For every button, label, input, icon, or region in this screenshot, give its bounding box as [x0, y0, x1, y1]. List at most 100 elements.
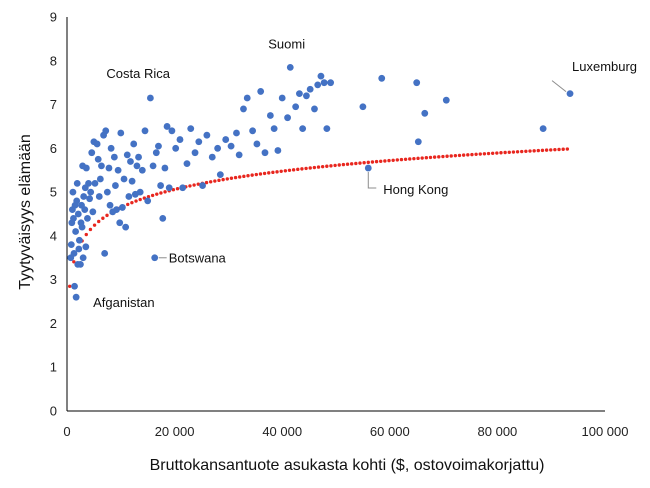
annotation-label: Costa Rica — [106, 66, 170, 81]
trendline-dot — [267, 171, 271, 175]
data-point — [86, 195, 93, 203]
data-point — [71, 282, 78, 290]
trendline-dot — [362, 161, 366, 165]
data-point — [136, 188, 144, 196]
trendline-dot — [536, 148, 541, 153]
data-point — [78, 223, 86, 231]
data-point — [128, 177, 136, 185]
data-point — [125, 193, 133, 200]
trendline-dot — [291, 168, 296, 172]
data-point — [91, 179, 99, 187]
data-point — [317, 72, 325, 80]
data-point — [114, 166, 122, 174]
trendline-dot — [540, 148, 545, 153]
data-point — [539, 125, 547, 133]
y-tick-label: 1 — [50, 360, 57, 375]
trendline-dot — [138, 197, 142, 202]
data-point — [278, 94, 286, 102]
data-point — [421, 109, 429, 117]
trendline-dot — [246, 174, 250, 178]
y-tick-label: 8 — [50, 53, 57, 68]
data-point — [117, 129, 125, 137]
trendline-dot — [325, 164, 329, 168]
trendline-dot — [337, 163, 341, 167]
data-point — [93, 140, 101, 148]
trendline-dot — [457, 153, 462, 158]
data-point — [102, 127, 110, 135]
trendline-dot — [171, 187, 176, 192]
trendline-dot — [304, 166, 308, 171]
trendline-dot — [229, 176, 234, 180]
trendline-dot — [354, 161, 358, 166]
trendline-dot — [387, 158, 391, 163]
trendline-dot — [163, 190, 167, 194]
annotations: Suomi Costa Rica Luxemburg Hong Kong Botswan… — [93, 36, 637, 310]
trendline-dot — [544, 148, 549, 152]
data-point — [222, 136, 230, 143]
data-point — [168, 127, 176, 135]
y-tick-label: 0 — [50, 404, 57, 419]
trendline-dot — [428, 155, 433, 160]
data-point — [96, 175, 104, 183]
data-point — [103, 188, 111, 196]
data-point — [208, 153, 216, 161]
data-point — [85, 179, 92, 187]
data-point — [183, 160, 191, 168]
data-point — [89, 208, 97, 216]
x-tick-label: 80 000 — [478, 424, 518, 439]
annotation-label: Botswana — [169, 250, 227, 265]
annotation-label: Hong Kong — [383, 182, 448, 197]
data-point — [95, 193, 103, 200]
data-point — [203, 131, 211, 139]
data-point — [284, 114, 291, 122]
data-point — [286, 63, 294, 71]
data-point — [176, 136, 184, 143]
x-tick-label: 100 000 — [582, 424, 629, 439]
data-point — [74, 210, 82, 218]
trendline-dot — [250, 173, 254, 177]
data-point — [292, 103, 300, 111]
data-point — [364, 164, 372, 172]
data-point — [146, 94, 154, 102]
y-tick-label: 6 — [50, 141, 57, 156]
data-point — [141, 127, 149, 135]
data-point — [119, 204, 126, 211]
data-point — [179, 184, 187, 192]
data-point — [127, 158, 134, 165]
trendline-dot — [233, 175, 238, 180]
trendline-dot — [296, 167, 300, 172]
data-point — [161, 164, 169, 172]
trendline-dot — [188, 184, 192, 188]
data-point — [135, 153, 142, 161]
trendline-dot — [345, 162, 350, 166]
trendline-dot — [105, 213, 109, 218]
trendline-dot — [520, 149, 524, 154]
axes: 0 1 2 3 4 5 6 7 8 9 0 20 000 40 000 60 000 80 000 100 0… — [50, 10, 629, 440]
trendline-dot — [192, 183, 196, 187]
data-point — [72, 228, 80, 235]
data-point — [414, 138, 422, 146]
data-point — [163, 123, 171, 130]
trendline-dot — [312, 165, 317, 170]
data-point — [87, 188, 95, 196]
data-point — [253, 140, 261, 148]
data-point — [133, 162, 141, 170]
data-point — [187, 125, 195, 133]
trendline-dot — [341, 162, 346, 167]
data-point — [84, 214, 91, 222]
trendline-dot — [300, 167, 304, 171]
trendline-dot — [221, 177, 225, 182]
trendline-dot — [453, 153, 458, 158]
data-point — [155, 142, 162, 150]
x-tick-label: 20 000 — [155, 424, 195, 439]
y-axis-title: Tyytyväisyys elämään — [17, 134, 34, 290]
data-point — [98, 162, 105, 170]
data-point — [442, 96, 450, 104]
data-point — [195, 138, 203, 146]
trendline-dot — [532, 149, 536, 153]
data-point — [94, 155, 102, 163]
trendline-dot — [449, 154, 453, 158]
trendline-dot — [217, 178, 221, 183]
x-tick-label: 0 — [63, 424, 70, 439]
data-point — [122, 223, 130, 231]
